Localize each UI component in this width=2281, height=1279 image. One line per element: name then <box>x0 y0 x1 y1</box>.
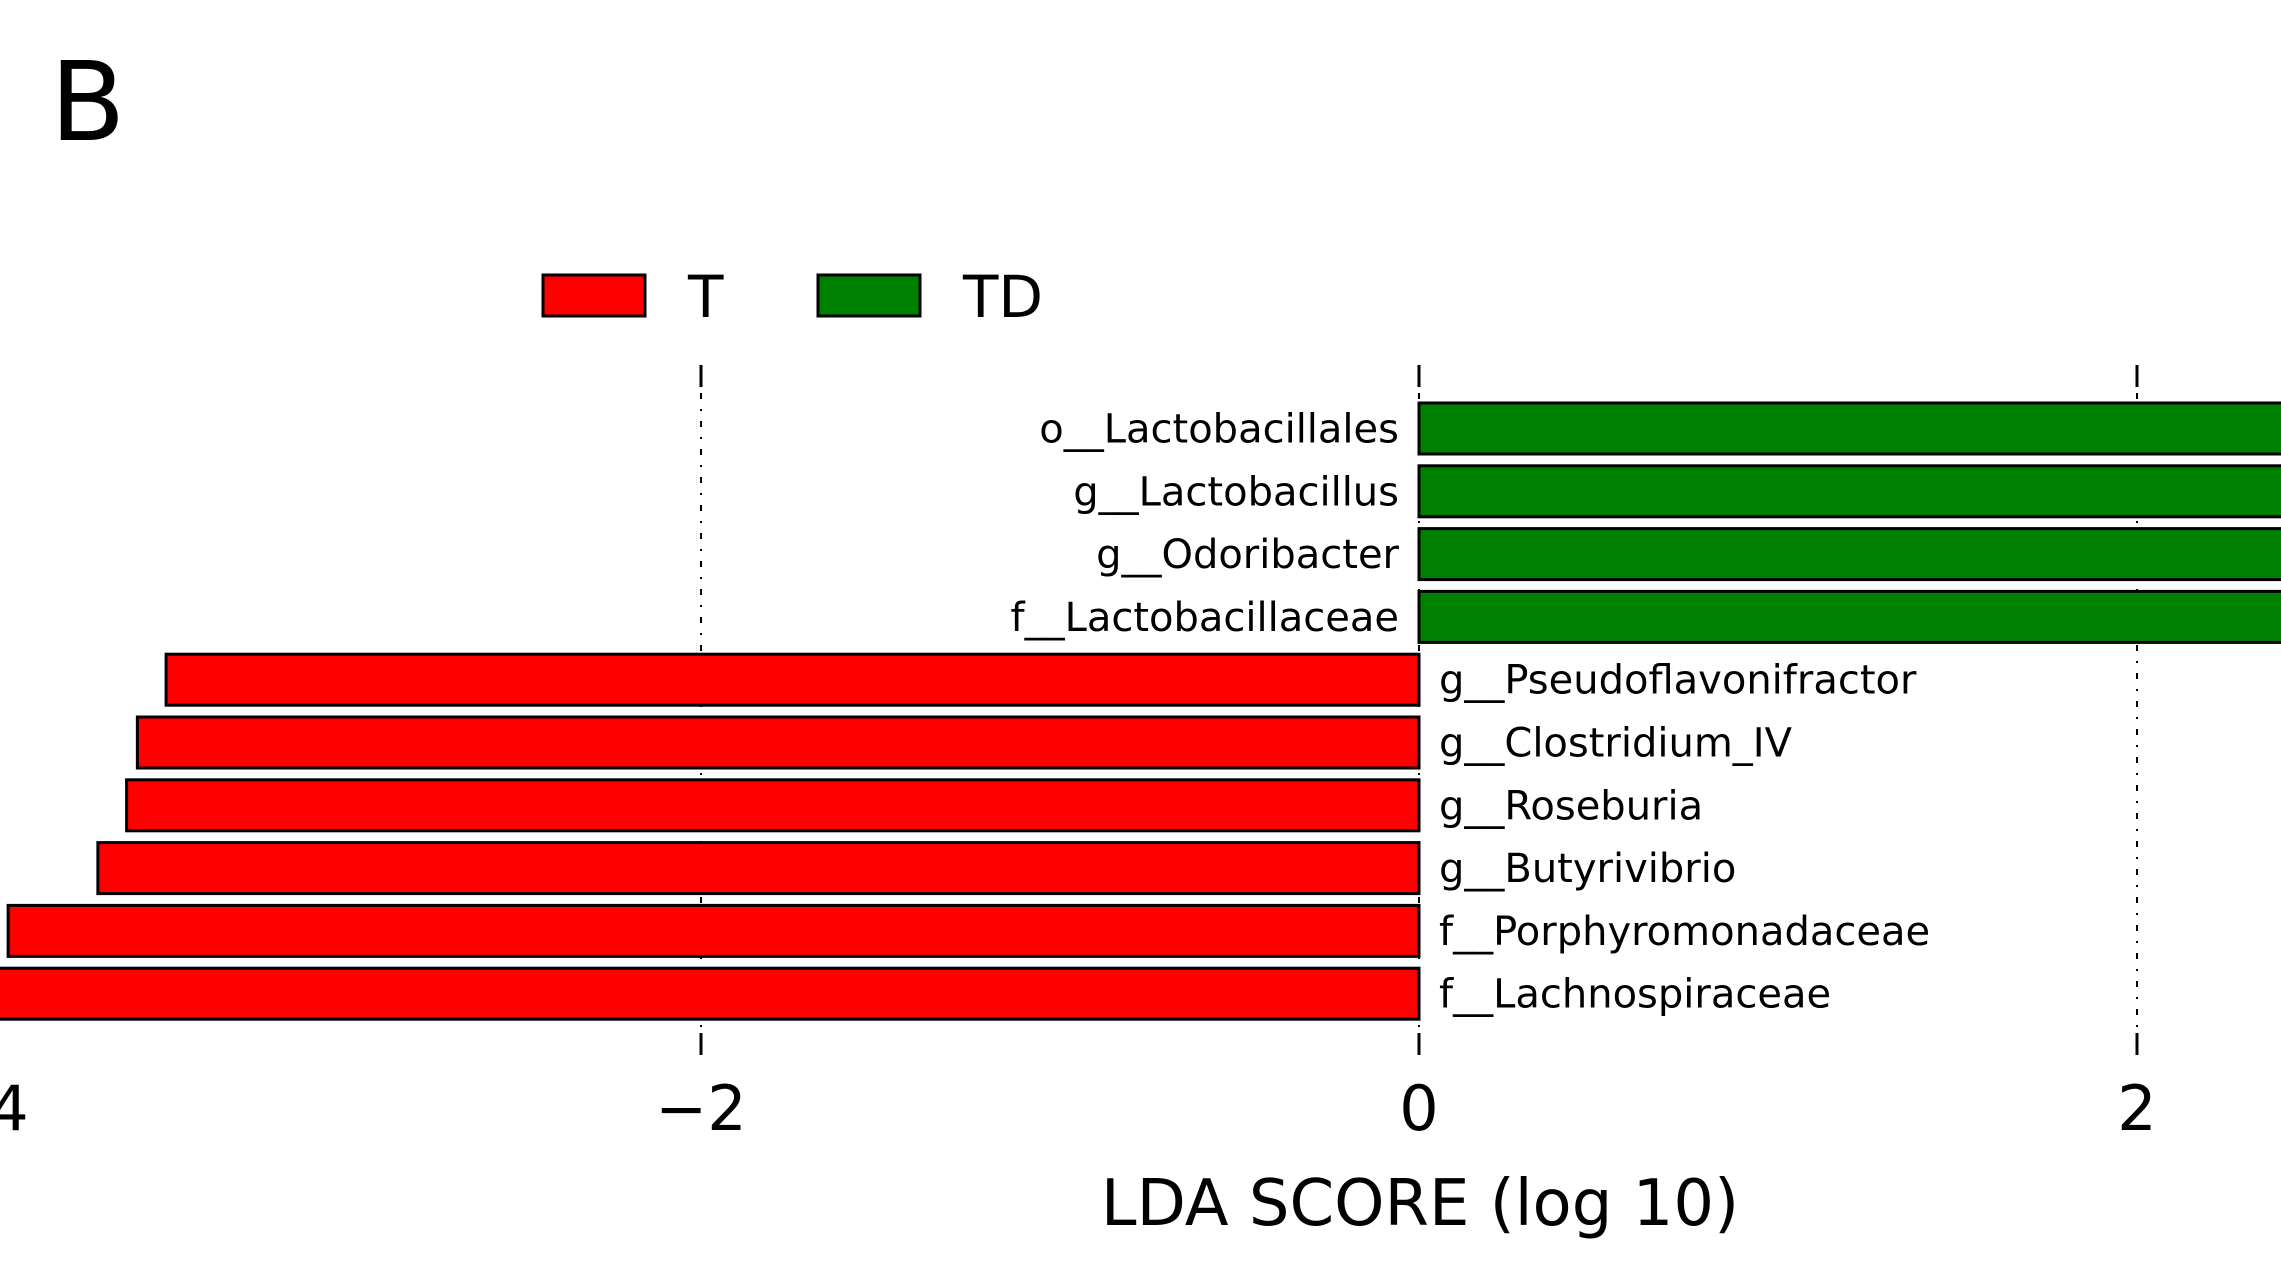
bar <box>0 966 1421 1021</box>
bar <box>135 715 1421 770</box>
bar-label: g__Pseudoflavonifractor <box>1439 658 1917 704</box>
bar-label: g__Butyrivibrio <box>1439 846 1736 892</box>
bar-label: f__Lactobacillaceae <box>1011 595 1400 641</box>
x-tick-label: −4 <box>0 1072 29 1145</box>
bar-label: f__Lachnospiraceae <box>1439 972 1831 1018</box>
bar-labels: o__Lactobacillales g__Lactobacillus g__Odo… <box>1011 407 1931 1018</box>
x-tick-label: −2 <box>655 1072 746 1145</box>
x-axis: −4−2024 <box>0 365 2157 1145</box>
bar <box>1417 589 2281 644</box>
bar <box>164 652 1421 707</box>
bar <box>96 841 1421 896</box>
bar-label: g__Lactobacillus <box>1073 469 1399 515</box>
bar <box>6 903 1421 958</box>
legend-label-t: T <box>687 263 724 331</box>
bar <box>1417 401 2281 456</box>
bar <box>1417 527 2281 582</box>
legend: T TD <box>541 263 1043 331</box>
legend-swatch-td <box>816 273 922 318</box>
panel-letter: B <box>50 38 125 166</box>
x-tick-label: 2 <box>2117 1072 2156 1145</box>
bar-label: g__Clostridium_IV <box>1439 721 1793 767</box>
bar <box>1417 464 2281 519</box>
bar <box>125 778 1421 833</box>
bar-label: f__Porphyromonadaceae <box>1439 909 1930 955</box>
bar-label: o__Lactobacillales <box>1039 407 1399 453</box>
legend-swatch-t <box>541 273 647 318</box>
x-axis-label: LDA SCORE (log 10) <box>1101 1167 1739 1241</box>
legend-label-td: TD <box>962 263 1043 331</box>
bar-label: g__Roseburia <box>1439 783 1703 829</box>
x-tick-label: 0 <box>1399 1072 1438 1145</box>
bars <box>0 401 2281 1021</box>
bar-label: g__Odoribacter <box>1096 532 1399 578</box>
